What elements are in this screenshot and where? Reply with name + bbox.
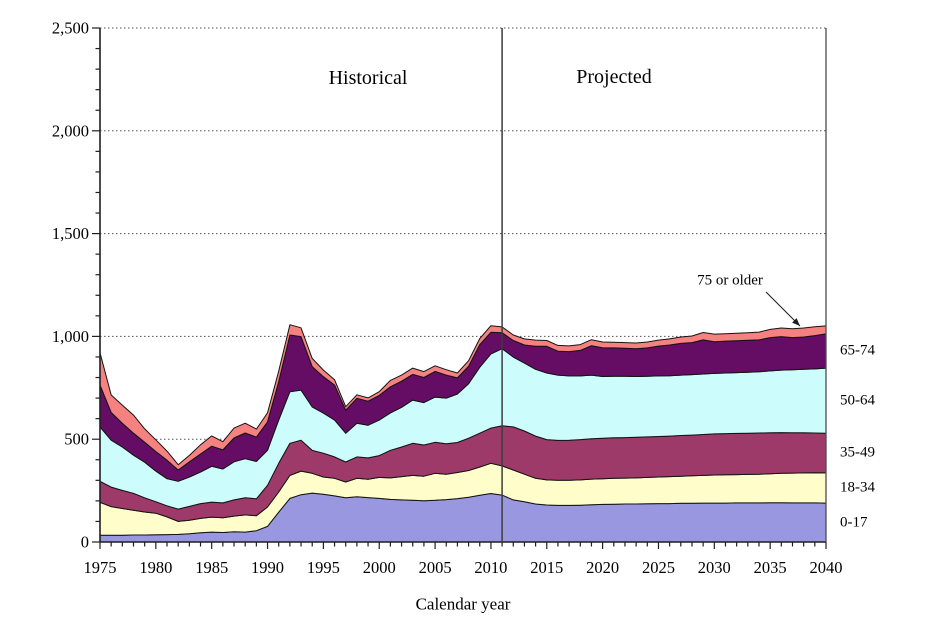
x-tick-label-1990: 1990 (251, 558, 284, 577)
x-tick-label-2020: 2020 (586, 558, 619, 577)
y-tick-label-2,500: 2,500 (52, 19, 89, 38)
band-label-65-74: 65-74 (840, 342, 875, 359)
y-tick-label-0: 0 (81, 533, 89, 552)
x-tick-label-2040: 2040 (810, 558, 843, 577)
x-tick-label-2005: 2005 (419, 558, 452, 577)
x-tick-label-1995: 1995 (307, 558, 340, 577)
annotation-arrow-line (765, 291, 801, 327)
x-tick-label-1975: 1975 (84, 558, 117, 577)
x-tick-label-1980: 1980 (139, 558, 172, 577)
x-tick-label-2030: 2030 (698, 558, 731, 577)
x-tick-label-2010: 2010 (474, 558, 507, 577)
x-tick-label-2035: 2035 (754, 558, 787, 577)
y-tick-label-1,500: 1,500 (52, 224, 89, 243)
x-tick-label-1985: 1985 (195, 558, 228, 577)
y-tick-label-1,000: 1,000 (52, 327, 89, 346)
x-tick-label-2000: 2000 (363, 558, 396, 577)
x-axis-title: Calendar year (415, 594, 511, 614)
y-tick-label-2,000: 2,000 (52, 121, 89, 140)
projected-zone-label: Projected (576, 66, 652, 88)
annotation-arrowhead (792, 318, 800, 326)
series-annotation-75-or-older: 75 or older (697, 272, 763, 289)
band-label-0-17: 0-17 (840, 514, 868, 531)
historical-zone-label: Historical (328, 67, 408, 89)
x-tick-label-2015: 2015 (530, 558, 563, 577)
band-label-50-64: 50-64 (840, 392, 875, 409)
x-tick-label-2025: 2025 (642, 558, 675, 577)
y-tick-label-500: 500 (64, 430, 89, 449)
band-label-35-49: 35-49 (840, 444, 875, 461)
band-label-18-34: 18-34 (840, 479, 875, 496)
